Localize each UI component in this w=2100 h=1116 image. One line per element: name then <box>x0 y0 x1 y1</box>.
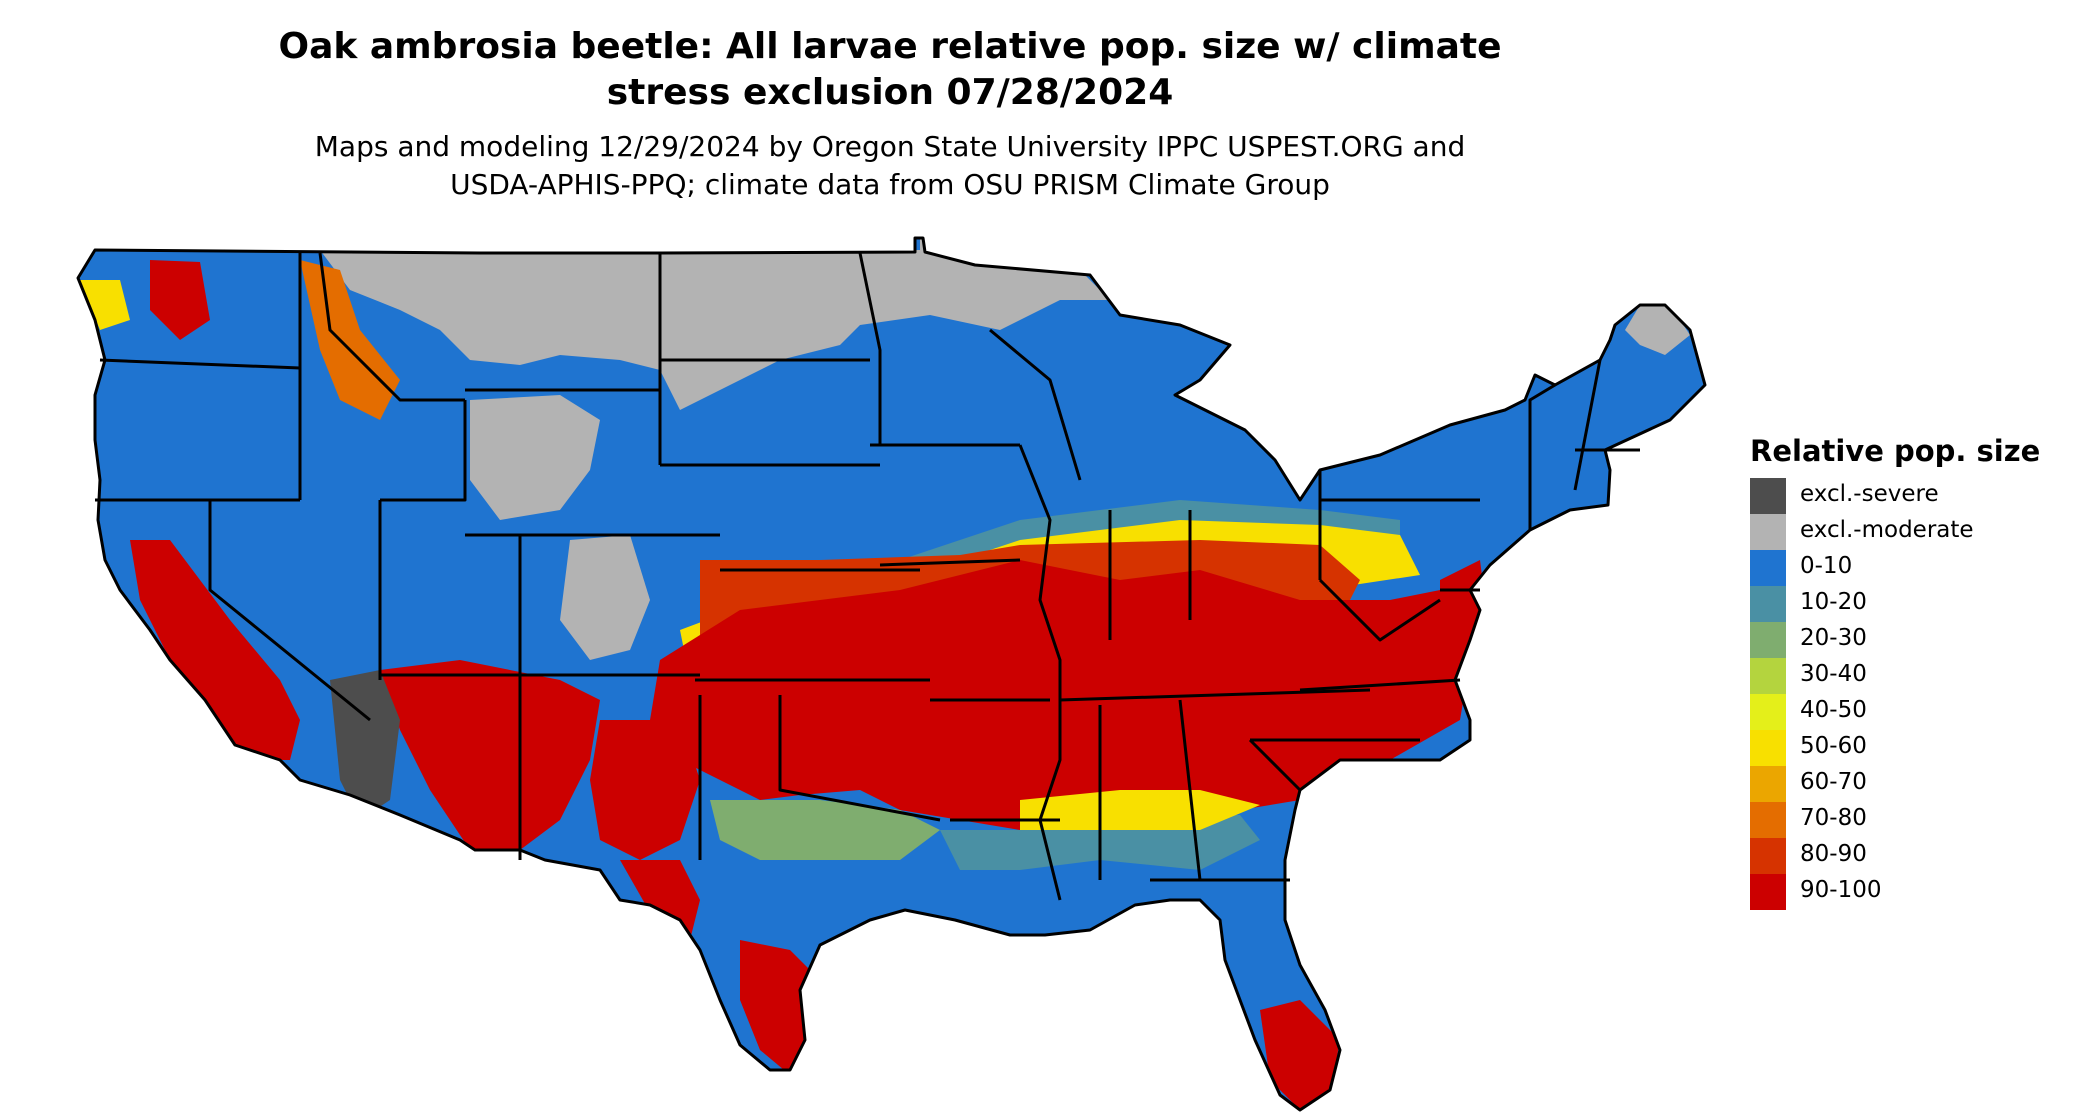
legend-swatch <box>1750 838 1786 874</box>
subtitle-line-1: Maps and modeling 12/29/2024 by Oregon S… <box>314 130 1466 163</box>
north-grey-zone <box>320 238 1110 410</box>
new-mexico-west-red <box>590 720 700 860</box>
legend-item: 80-90 <box>1750 838 2040 874</box>
legend-label: excl.-moderate <box>1800 517 1974 543</box>
population-raster <box>78 238 1705 1110</box>
legend-label: 90-100 <box>1800 877 1882 903</box>
legend-swatch <box>1750 874 1786 910</box>
legend-item: excl.-moderate <box>1750 514 2040 550</box>
border-va-nc <box>1299 678 1461 692</box>
border-mn-nd <box>858 252 882 445</box>
california-red-region <box>130 540 300 760</box>
legend-label: 10-20 <box>1800 589 1867 615</box>
border-id-wy-ut <box>380 400 467 502</box>
title-line-2: stress exclusion 07/28/2024 <box>606 72 1174 113</box>
border-wv-va <box>1318 578 1441 642</box>
washington-cascades-zone <box>150 260 210 340</box>
border-al-ga <box>1178 699 1202 881</box>
legend: Relative pop. size excl.-severe excl.-mod… <box>1750 434 2040 910</box>
virginia-red-region <box>1440 560 1490 700</box>
legend-item: 90-100 <box>1750 874 2040 910</box>
border-ga-sc <box>1248 738 1302 792</box>
map-subtitle: Maps and modeling 12/29/2024 by Oregon S… <box>160 128 1620 204</box>
legend-item: 0-10 <box>1750 550 2040 586</box>
legend-swatch <box>1750 694 1786 730</box>
legend-item: 40-50 <box>1750 694 2040 730</box>
legend-swatch <box>1750 622 1786 658</box>
border-ky-tn <box>1059 688 1371 702</box>
subtitle-line-2: USDA-APHIS-PPQ; climate data from OSU PR… <box>450 168 1330 201</box>
border-ca-nv <box>208 500 371 722</box>
legend-label: 50-60 <box>1800 733 1867 759</box>
legend-item: 50-60 <box>1750 730 2040 766</box>
rockies-grey-zone <box>470 395 600 520</box>
title-line-1: Oak ambrosia beetle: All larvae relative… <box>278 26 1502 67</box>
border-ok-tx <box>778 695 941 822</box>
legend-title: Relative pop. size <box>1750 434 2041 468</box>
border-new-england <box>1573 359 1640 491</box>
legend-label: excl.-severe <box>1800 481 1939 507</box>
legend-items: excl.-severe excl.-moderate 0-10 10-20 20-30… <box>1750 478 2040 910</box>
gulf-coast-yellow <box>1020 790 1260 830</box>
legend-label: 80-90 <box>1800 841 1867 867</box>
maine-grey-zone <box>1625 305 1690 355</box>
legend-swatch <box>1750 478 1786 514</box>
south-texas-green <box>710 800 940 860</box>
border-wi-mi <box>989 328 1082 481</box>
legend-label: 30-40 <box>1800 661 1867 687</box>
legend-swatch <box>1750 514 1786 550</box>
map-title: Oak ambrosia beetle: All larvae relative… <box>160 24 1620 116</box>
legend-swatch <box>1750 766 1786 802</box>
legend-item: 30-40 <box>1750 658 2040 694</box>
legend-item: 20-30 <box>1750 622 2040 658</box>
legend-item: 60-70 <box>1750 766 2040 802</box>
legend-item: 10-20 <box>1750 586 2040 622</box>
legend-item: excl.-severe <box>1750 478 2040 514</box>
olympic-yellow-zone <box>80 280 130 330</box>
legend-swatch <box>1750 550 1786 586</box>
border-ny-new-england <box>1528 383 1556 530</box>
legend-label: 0-10 <box>1800 553 1853 579</box>
legend-swatch <box>1750 586 1786 622</box>
border-mississippi <box>1018 444 1062 901</box>
legend-label: 40-50 <box>1800 697 1867 723</box>
legend-label: 70-80 <box>1800 805 1867 831</box>
legend-label: 20-30 <box>1800 625 1867 651</box>
arizona-red-region <box>380 660 600 850</box>
legend-swatch <box>1750 658 1786 694</box>
legend-swatch <box>1750 802 1786 838</box>
border-ia-mo <box>879 558 1021 567</box>
border-id-mt <box>318 252 465 402</box>
florida-south-red <box>1260 1000 1340 1110</box>
legend-item: 70-80 <box>1750 802 2040 838</box>
colorado-grey-zone <box>560 535 650 660</box>
border-wa-or <box>99 358 301 370</box>
southwest-grey-zone <box>330 670 400 820</box>
legend-swatch <box>1750 730 1786 766</box>
legend-label: 60-70 <box>1800 769 1867 795</box>
state-borders <box>76 236 1707 1112</box>
